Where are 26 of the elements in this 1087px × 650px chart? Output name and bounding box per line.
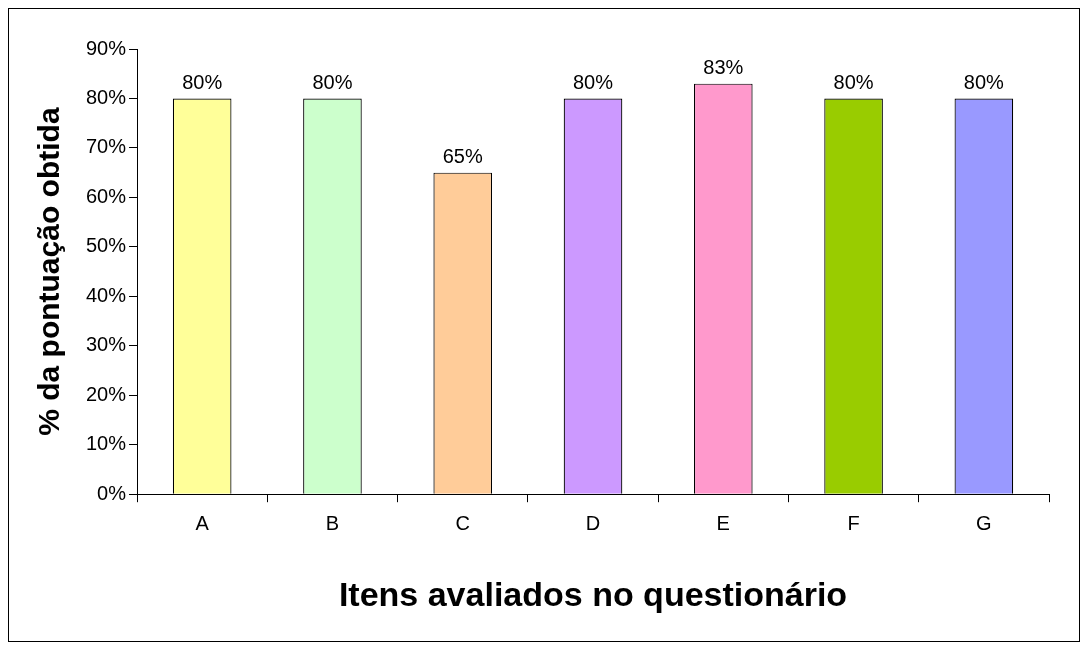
y-axis-title: % da pontuação obtida: [32, 107, 66, 436]
data-label: 80%: [182, 70, 223, 93]
data-label: 80%: [312, 70, 353, 93]
y-tick-label: 90%: [86, 36, 127, 59]
data-label: 83%: [703, 56, 744, 79]
y-tick-label: 10%: [86, 432, 127, 455]
data-label: 80%: [573, 70, 614, 93]
x-tick-label: B: [325, 511, 340, 534]
x-tick-label: C: [455, 511, 470, 534]
y-tick-label: 80%: [86, 85, 127, 108]
x-tick-label: F: [847, 511, 860, 534]
x-tick-label: E: [716, 511, 730, 534]
x-axis-title: Itens avaliados no questionário: [338, 574, 848, 613]
data-label: 80%: [833, 70, 874, 93]
y-tick-label: 70%: [86, 135, 127, 158]
x-tick-label: D: [585, 511, 601, 534]
data-label: 65%: [442, 145, 483, 168]
y-tick-label: 30%: [86, 333, 127, 356]
y-tick-label: 0%: [97, 481, 127, 504]
y-tick-label: 60%: [86, 184, 127, 207]
y-tick-label: 50%: [86, 234, 127, 257]
y-tick-label: 40%: [86, 283, 127, 306]
data-label: 80%: [963, 70, 1005, 93]
x-tick-label: G: [976, 511, 992, 534]
y-tick-label: 20%: [86, 382, 127, 405]
x-tick-label: A: [195, 511, 210, 534]
